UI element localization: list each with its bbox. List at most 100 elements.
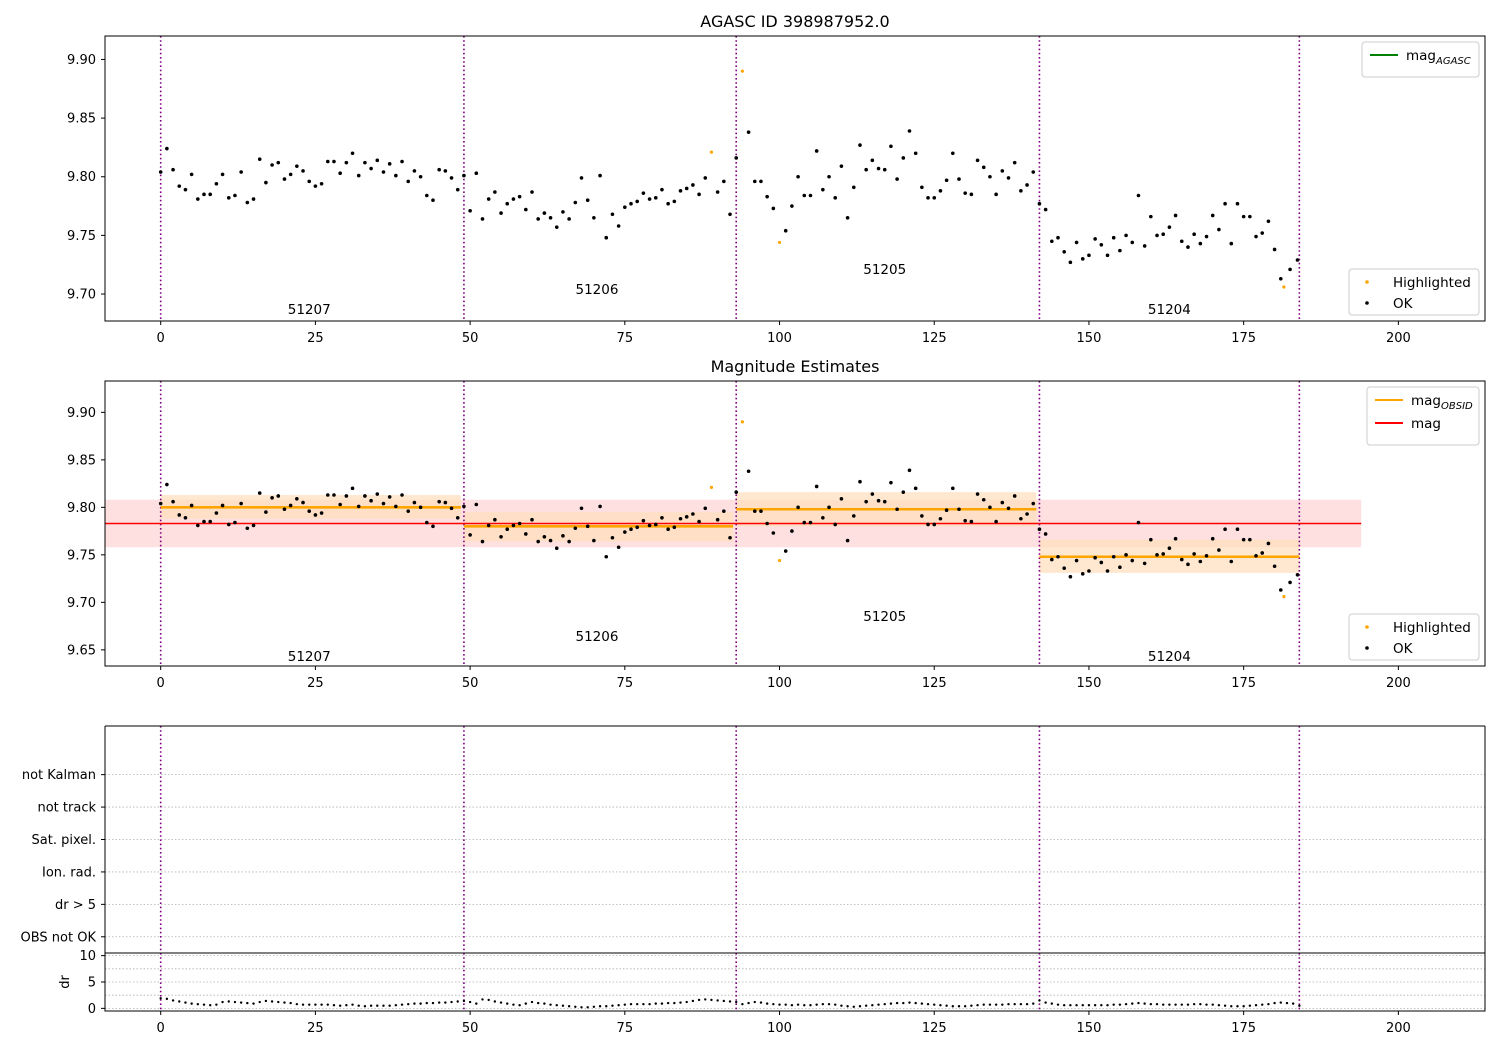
ok-point bbox=[431, 524, 435, 529]
ok-point bbox=[177, 184, 182, 188]
dr-point bbox=[815, 1003, 818, 1006]
ok-point bbox=[876, 498, 881, 503]
obsid-label: 51207 bbox=[288, 302, 331, 318]
ok-point bbox=[1043, 532, 1048, 536]
ok-point bbox=[1260, 231, 1265, 235]
ok-point bbox=[301, 169, 305, 173]
ok-point bbox=[938, 189, 943, 193]
ok-point bbox=[1068, 574, 1073, 579]
ok-point bbox=[1093, 555, 1097, 560]
ok-point bbox=[678, 189, 683, 193]
dr-point bbox=[487, 998, 490, 1002]
dr-point bbox=[425, 1001, 428, 1005]
ok-point bbox=[1288, 267, 1292, 272]
ok-point bbox=[864, 499, 868, 504]
ok-point bbox=[864, 167, 868, 172]
ok-point bbox=[1118, 248, 1122, 253]
ok-point bbox=[604, 554, 609, 559]
dr-point bbox=[1032, 1002, 1035, 1005]
ok-point bbox=[796, 174, 800, 179]
ok-point bbox=[901, 156, 906, 160]
dr-point bbox=[598, 1005, 602, 1008]
ok-point bbox=[988, 505, 992, 510]
ok-point bbox=[257, 491, 262, 495]
legend-label-main: mag bbox=[1411, 416, 1441, 432]
ok-point bbox=[196, 197, 200, 201]
legend-label-subscript: AGASC bbox=[1435, 56, 1471, 67]
ok-point bbox=[895, 507, 899, 512]
ok-point bbox=[951, 151, 955, 156]
dr-point bbox=[784, 1003, 787, 1006]
ok-point bbox=[790, 204, 794, 208]
dr-point bbox=[809, 1004, 812, 1007]
ok-point bbox=[387, 495, 392, 499]
ok-point bbox=[1204, 554, 1209, 558]
x-tick-label: 200 bbox=[1386, 331, 1411, 346]
ok-point bbox=[1105, 253, 1110, 258]
dr-point bbox=[635, 1002, 639, 1006]
y-tick-label: 9.90 bbox=[67, 406, 96, 421]
ok-point bbox=[821, 516, 825, 520]
ok-point bbox=[1217, 548, 1221, 552]
ok-point bbox=[610, 212, 615, 217]
highlighted-legend-marker bbox=[1365, 625, 1369, 629]
dr-point bbox=[728, 1000, 732, 1003]
ok-point bbox=[332, 493, 336, 497]
ok-point bbox=[1223, 201, 1227, 206]
legend-label-mag_obsid: magOBSID bbox=[1411, 393, 1473, 412]
ok-point bbox=[728, 212, 732, 217]
ok-point bbox=[920, 514, 924, 518]
ok-point bbox=[363, 160, 367, 165]
ok-point bbox=[1136, 520, 1141, 525]
ok-point bbox=[691, 512, 695, 516]
ok-point bbox=[455, 516, 460, 520]
dr-point bbox=[908, 1001, 911, 1004]
ok-point bbox=[944, 178, 949, 183]
ok-point bbox=[616, 545, 621, 550]
y-tick-label: 9.80 bbox=[67, 501, 96, 516]
ok-point bbox=[833, 196, 838, 200]
ok-point bbox=[851, 514, 856, 518]
ok-point bbox=[1198, 241, 1203, 246]
ok-point bbox=[1260, 551, 1265, 555]
dr-point bbox=[1298, 1004, 1301, 1007]
dr-point bbox=[1180, 1003, 1183, 1006]
dr-point bbox=[295, 1002, 299, 1006]
ok-point bbox=[350, 486, 355, 491]
dr-point bbox=[338, 1004, 342, 1007]
dr-point bbox=[1230, 1005, 1233, 1008]
ok-point bbox=[270, 496, 274, 500]
ok-point bbox=[1012, 494, 1017, 498]
ok-point bbox=[641, 191, 646, 195]
y-tick-label: 9.85 bbox=[67, 112, 96, 127]
dr-point bbox=[345, 1004, 348, 1007]
dr-point bbox=[778, 1003, 781, 1006]
dr-point bbox=[988, 1003, 992, 1006]
dr-point bbox=[914, 1001, 917, 1005]
ok-point bbox=[462, 173, 466, 178]
ok-point bbox=[647, 523, 652, 528]
ok-point bbox=[858, 479, 862, 484]
dr-point bbox=[1007, 1002, 1010, 1006]
dr-point bbox=[277, 1000, 280, 1004]
ok-point bbox=[1136, 193, 1141, 198]
ok-point bbox=[1192, 232, 1196, 237]
ok-point bbox=[239, 501, 243, 506]
dr-point bbox=[239, 1001, 243, 1004]
ok-point bbox=[344, 494, 349, 498]
dr-point bbox=[314, 1003, 317, 1006]
ok-point bbox=[214, 511, 219, 515]
ok-point bbox=[1124, 553, 1128, 557]
y-tick-label: 10 bbox=[79, 949, 96, 964]
ok-point bbox=[369, 166, 373, 171]
ok-point bbox=[381, 501, 386, 506]
dr-point bbox=[518, 1004, 521, 1007]
dr-point bbox=[215, 1003, 218, 1006]
y-tick-label: 9.80 bbox=[67, 170, 96, 185]
ok-point bbox=[1056, 554, 1060, 559]
ok-point bbox=[1019, 189, 1023, 193]
ok-point bbox=[307, 179, 312, 184]
ok-point bbox=[1080, 257, 1085, 261]
ok-point bbox=[598, 504, 602, 509]
ok-legend-marker bbox=[1365, 301, 1369, 305]
